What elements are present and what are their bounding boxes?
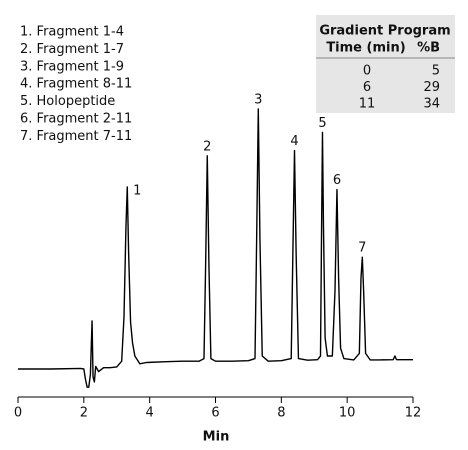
peak-label: 1 xyxy=(133,184,141,199)
x-tick-label: 0 xyxy=(14,406,22,421)
legend-item: 4. Fragment 8-11 xyxy=(20,77,132,92)
table-cell: 29 xyxy=(423,80,440,95)
legend-item: 5. Holopeptide xyxy=(20,94,115,109)
x-axis-label: Min xyxy=(203,430,230,445)
table-title: Gradient Program xyxy=(319,24,450,39)
peak-label: 5 xyxy=(318,116,326,131)
table-cell: 11 xyxy=(359,97,376,112)
x-tick-label: 12 xyxy=(405,406,422,421)
legend-item: 1. Fragment 1-4 xyxy=(20,25,124,40)
table-header: %B xyxy=(417,41,440,56)
peak-label: 3 xyxy=(254,93,262,108)
table-cell: 34 xyxy=(423,97,440,112)
x-tick-label: 6 xyxy=(211,406,219,421)
x-tick-label: 4 xyxy=(146,406,154,421)
legend-item: 7. Fragment 7-11 xyxy=(20,129,132,144)
chromatogram-trace xyxy=(18,108,413,388)
x-tick-label: 2 xyxy=(80,406,88,421)
legend-item: 2. Fragment 1-7 xyxy=(20,42,124,57)
table-header: Time (min) xyxy=(326,41,405,56)
peak-label: 6 xyxy=(333,173,341,188)
peak-label: 4 xyxy=(290,134,298,149)
gradient-table-box xyxy=(316,15,455,113)
table-cell: 5 xyxy=(432,64,440,79)
table-cell: 0 xyxy=(363,64,371,79)
x-tick-label: 8 xyxy=(277,406,285,421)
peak-label: 2 xyxy=(203,139,211,154)
x-tick-label: 10 xyxy=(339,406,356,421)
table-cell: 6 xyxy=(363,80,371,95)
legend-item: 3. Fragment 1-9 xyxy=(20,59,124,74)
legend-item: 6. Fragment 2-11 xyxy=(20,112,132,127)
peak-label: 7 xyxy=(358,241,366,256)
